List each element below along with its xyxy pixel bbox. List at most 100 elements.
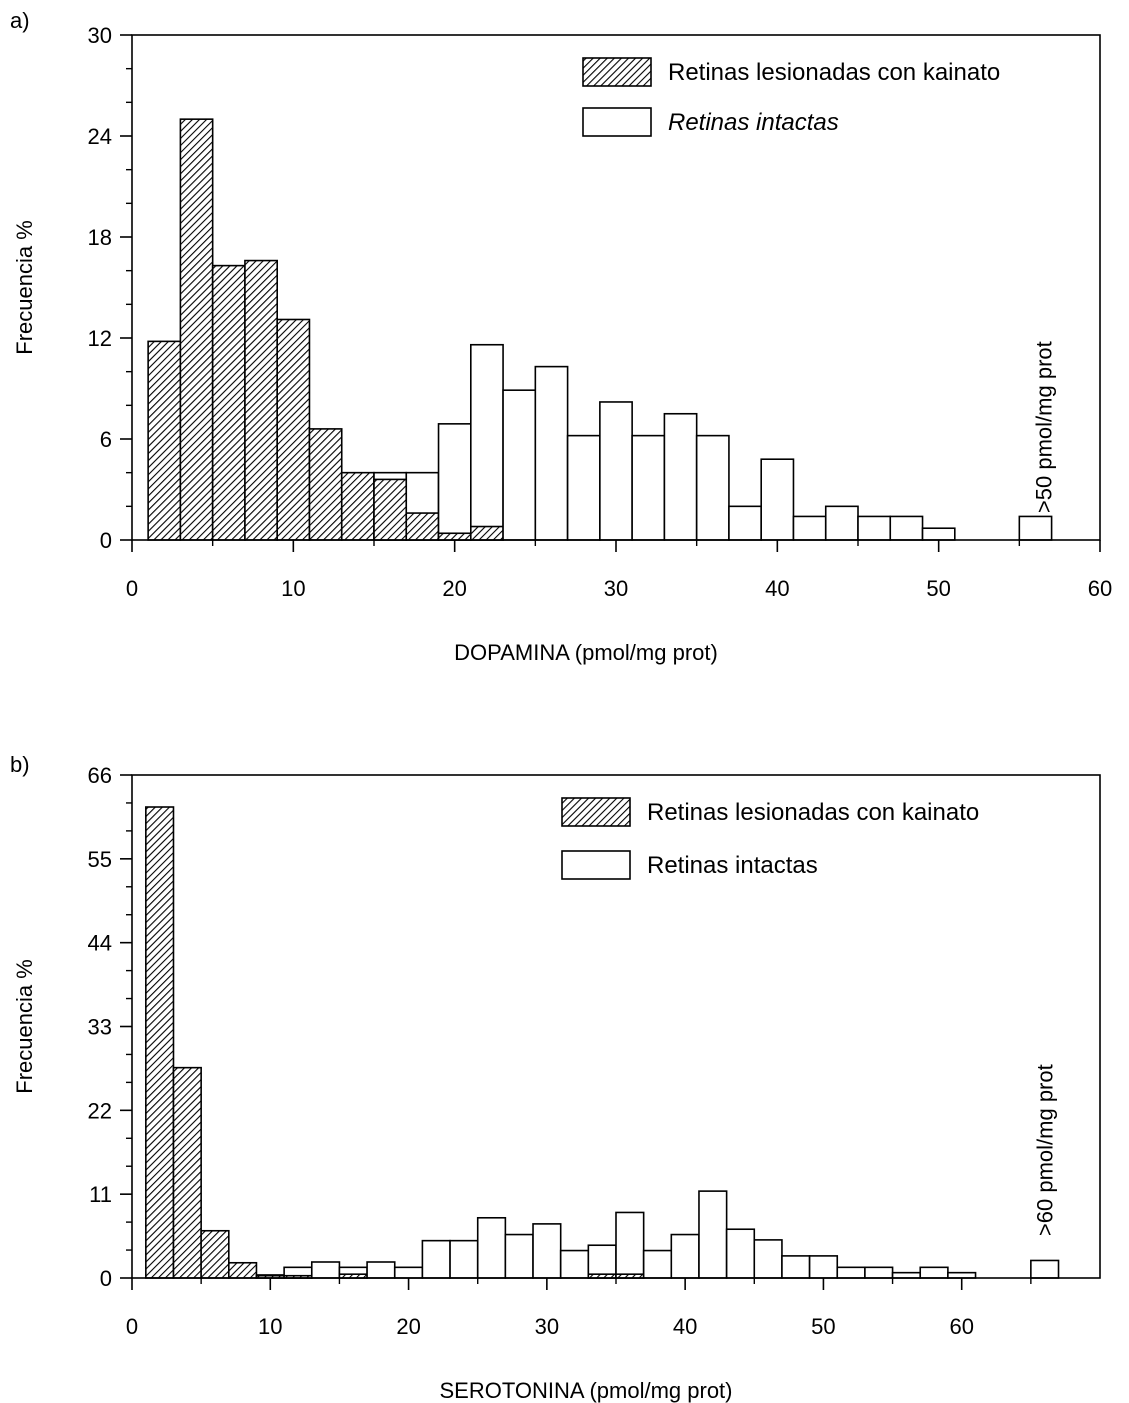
bar-kainato xyxy=(308,428,343,541)
x-axis-title: SEROTONINA (pmol/mg prot) xyxy=(440,1378,733,1403)
legend-entry: Retinas intactas xyxy=(668,109,839,136)
bar-intactas xyxy=(566,434,601,541)
legend-entry: Retinas lesionadas con kainato xyxy=(668,59,1000,86)
y-tick-label: 44 xyxy=(88,931,112,956)
bar-intactas xyxy=(502,389,537,541)
bar-intactas xyxy=(310,1261,341,1279)
x-tick-label: 20 xyxy=(442,576,466,601)
bar-intactas xyxy=(599,401,633,541)
bar-intactas xyxy=(663,412,698,541)
bar-intactas xyxy=(615,1211,645,1279)
bar-intactas xyxy=(587,1244,617,1279)
x-tick-label: 60 xyxy=(949,1314,973,1339)
bar-intactas xyxy=(808,1255,839,1279)
bar-intactas xyxy=(725,1228,756,1279)
bar-intactas xyxy=(792,515,827,541)
bar-intactas xyxy=(1030,1259,1060,1279)
bar-intactas xyxy=(504,1233,534,1279)
bar-intactas xyxy=(476,1216,507,1279)
y-axis-title: Frecuencia % xyxy=(12,959,37,1094)
y-tick-label: 12 xyxy=(88,326,112,351)
x-axis-title: DOPAMINA (pmol/mg prot) xyxy=(454,640,718,665)
y-tick-label: 0 xyxy=(100,1266,112,1291)
y-tick-label: 24 xyxy=(88,124,112,149)
x-tick-label: 20 xyxy=(396,1314,420,1339)
bar-intactas xyxy=(449,1239,479,1279)
bar-intactas xyxy=(947,1271,977,1279)
bar-intactas xyxy=(469,343,504,541)
bar-intactas xyxy=(921,527,956,541)
bar-intactas xyxy=(1018,515,1053,541)
y-tick-label: 55 xyxy=(88,847,112,872)
x-tick-label: 60 xyxy=(1088,576,1112,601)
legend-swatch xyxy=(582,107,652,137)
bar-intactas xyxy=(698,1190,728,1279)
bar-intactas xyxy=(695,434,730,541)
bar-kainato xyxy=(340,471,375,541)
bar-intactas xyxy=(631,434,666,541)
legend: Retinas lesionadas con kainato Retinas in… xyxy=(561,797,979,880)
legend-swatch xyxy=(561,850,631,880)
bar-kainato xyxy=(469,525,504,541)
annotation: >60 pmol/mg prot xyxy=(1033,1064,1058,1236)
legend-swatch xyxy=(561,797,631,827)
bar-kainato xyxy=(200,1229,230,1279)
chart-panels: 0 6 12 18 24 30 0 10 20 30 40 50 60 DOPAMINA (pmol/mg… xyxy=(10,8,1112,1403)
bar-kainato xyxy=(276,318,311,541)
bar-intactas xyxy=(753,1239,783,1279)
y-tick-label: 11 xyxy=(89,1182,112,1207)
legend-entry: Retinas intactas xyxy=(647,852,818,879)
y-axis-title: Frecuencia % xyxy=(12,220,37,355)
panel-label: a) xyxy=(10,8,30,33)
bar-kainato xyxy=(437,532,472,541)
bar-intactas xyxy=(836,1266,866,1279)
x-tick-label: 40 xyxy=(765,576,789,601)
y-tick-label: 33 xyxy=(88,1015,112,1040)
x-tick-label: 30 xyxy=(604,576,628,601)
annotation: >50 pmol/mg prot xyxy=(1032,341,1057,513)
y-tick-label: 6 xyxy=(100,427,112,452)
bar-kainato xyxy=(405,512,440,541)
bar-intactas xyxy=(889,515,924,541)
bar-intactas xyxy=(864,1266,894,1279)
bar-intactas xyxy=(534,365,569,541)
bar-intactas xyxy=(781,1255,811,1279)
x-tick-label: 50 xyxy=(811,1314,835,1339)
bar-kainato xyxy=(211,264,246,541)
bar-intactas xyxy=(857,515,892,541)
y-tick-label: 22 xyxy=(88,1098,112,1123)
bar-kainato xyxy=(373,478,408,541)
x-tick-label: 40 xyxy=(673,1314,697,1339)
x-tick-label: 10 xyxy=(258,1314,282,1339)
bar-kainato xyxy=(244,259,279,541)
y-tick-label: 66 xyxy=(88,763,112,788)
x-tick-label: 50 xyxy=(926,576,950,601)
bar-intactas xyxy=(919,1266,949,1279)
y-tick-label: 18 xyxy=(88,225,112,250)
x-tick-label: 30 xyxy=(535,1314,559,1339)
legend-entry: Retinas lesionadas con kainato xyxy=(647,799,979,826)
bar-intactas xyxy=(421,1239,451,1279)
bar-intactas xyxy=(642,1249,673,1279)
bar-intactas xyxy=(824,505,859,541)
chart-panel-a: 0 6 12 18 24 30 0 10 20 30 40 50 60 DOPAMINA (pmol/mg… xyxy=(10,8,1112,665)
bar-intactas xyxy=(559,1249,590,1279)
bar-intactas xyxy=(393,1266,424,1279)
x-tick-label: 0 xyxy=(126,1314,138,1339)
panel-label: b) xyxy=(10,752,30,777)
bar-intactas xyxy=(760,458,795,541)
x-tick-label: 10 xyxy=(281,576,305,601)
bar-kainato xyxy=(179,118,214,541)
bar-kainato xyxy=(147,340,182,541)
legend: Retinas lesionadas con kainato Retinas in… xyxy=(582,57,1000,137)
legend-swatch xyxy=(582,57,652,87)
x-tick-label: 0 xyxy=(126,576,138,601)
bar-kainato xyxy=(172,1066,202,1279)
bar-kainato xyxy=(228,1261,258,1279)
bar-kainato xyxy=(145,806,175,1279)
bar-intactas xyxy=(728,505,763,541)
bar-intactas xyxy=(532,1223,562,1279)
chart-panel-b: 0 11 22 33 44 55 66 0 10 20 30 40 50 60 SEROTONINA (pm… xyxy=(10,752,1101,1403)
bar-intactas xyxy=(670,1233,700,1279)
